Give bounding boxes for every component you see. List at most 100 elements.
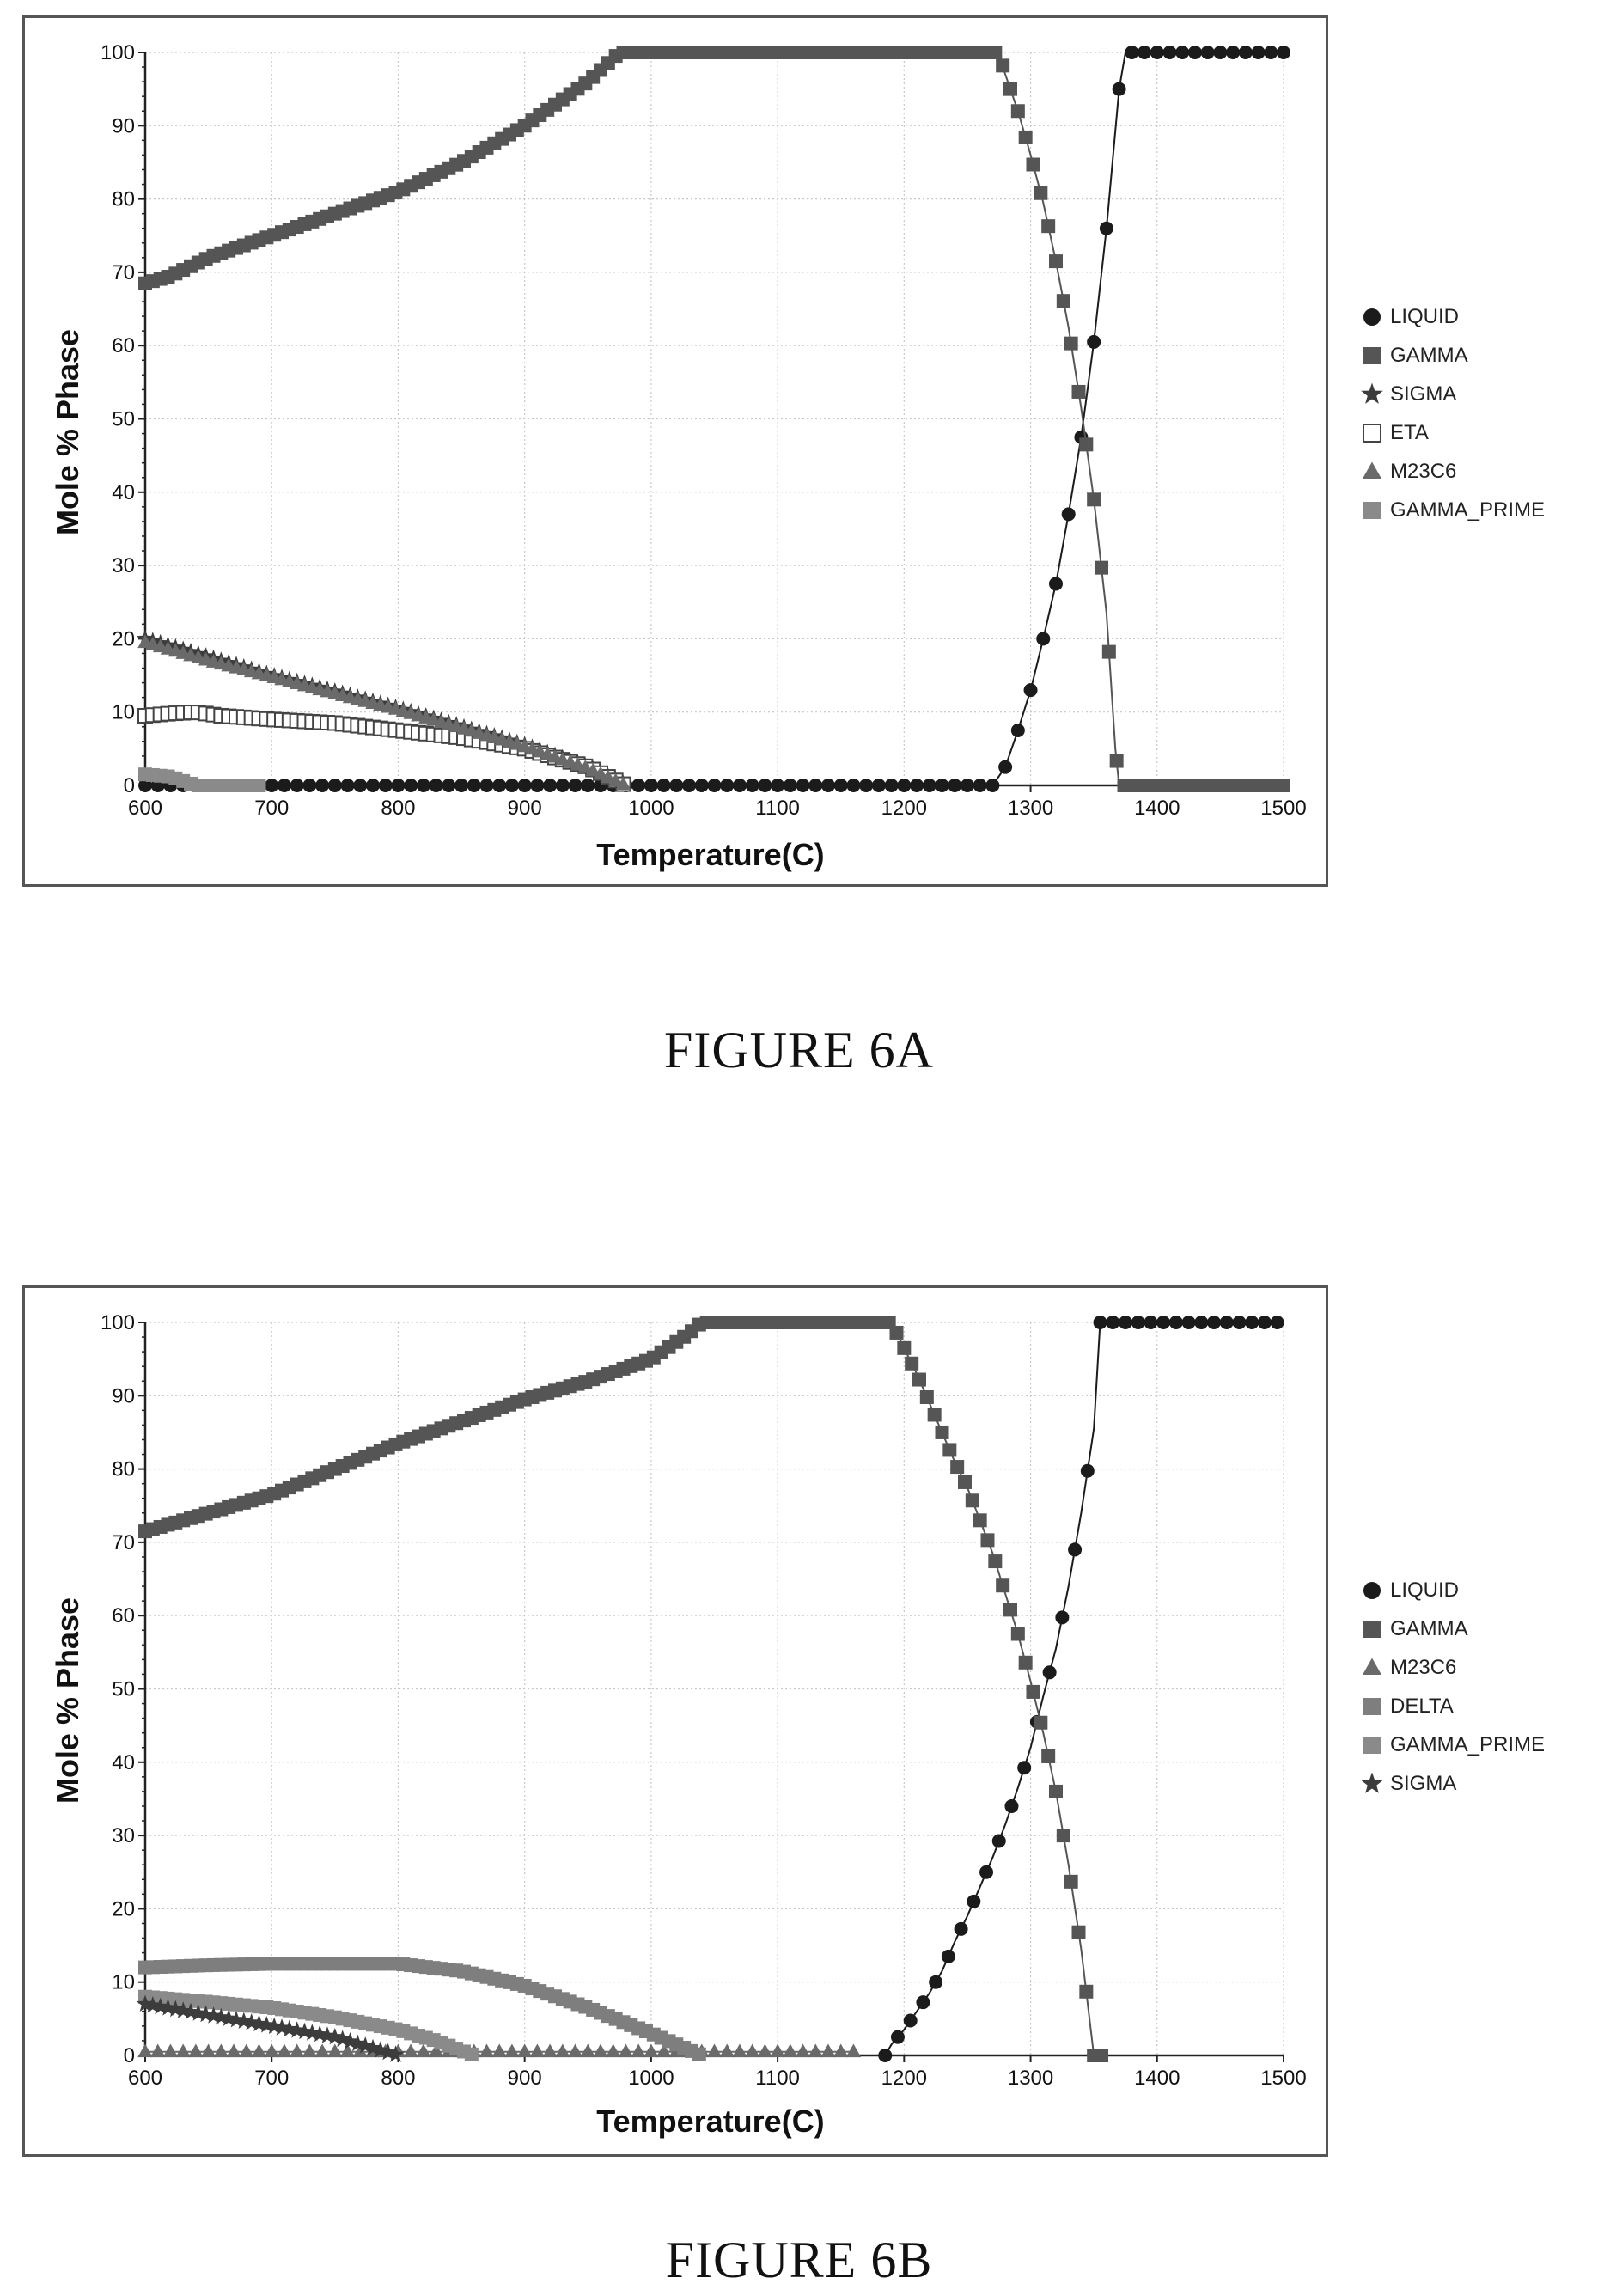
legend-item-sigma: SIGMA bbox=[1359, 1764, 1591, 1803]
data-point bbox=[175, 2043, 191, 2058]
data-point bbox=[948, 779, 962, 792]
data-point bbox=[919, 1390, 934, 1405]
series-m23c6 bbox=[137, 634, 631, 791]
data-point bbox=[1101, 644, 1116, 659]
data-point bbox=[656, 2043, 672, 2058]
data-point bbox=[935, 1425, 949, 1439]
chart-panel-6b: Mole % Phase Temperature(C) 600 700 800 900… bbox=[22, 1285, 1328, 2157]
legend-item-gamma: GAMMA bbox=[1359, 336, 1591, 375]
data-point bbox=[1042, 1665, 1057, 1680]
legend-item-delta: DELTA bbox=[1359, 1687, 1591, 1725]
data-point bbox=[1064, 336, 1078, 351]
data-point bbox=[504, 779, 519, 792]
data-point bbox=[770, 2043, 785, 2058]
data-point bbox=[454, 779, 469, 792]
y-tick-label: 30 bbox=[112, 554, 135, 577]
data-point bbox=[1150, 46, 1164, 59]
data-point bbox=[950, 1460, 965, 1475]
data-point bbox=[467, 779, 481, 792]
data-point bbox=[720, 779, 735, 792]
y-tick-label: 0 bbox=[124, 2044, 135, 2067]
legend-item-m23c6: M23C6 bbox=[1359, 1648, 1591, 1687]
x-tick-label: 1100 bbox=[755, 797, 800, 820]
x-tick-label: 600 bbox=[128, 2067, 162, 2090]
data-point bbox=[264, 2043, 280, 2058]
data-point bbox=[340, 779, 355, 792]
data-point bbox=[429, 779, 443, 792]
data-point bbox=[391, 779, 406, 792]
data-point bbox=[555, 2043, 570, 2058]
data-point bbox=[1061, 507, 1076, 522]
data-point bbox=[927, 1408, 942, 1422]
x-tick-label: 1400 bbox=[1134, 2067, 1180, 2090]
data-point bbox=[200, 2043, 217, 2058]
legend-label: LIQUID bbox=[1390, 304, 1460, 328]
x-tick-label: 1100 bbox=[755, 2067, 800, 2090]
figure-6b-caption: FIGURE 6B bbox=[665, 2232, 933, 2288]
data-point bbox=[973, 779, 987, 792]
data-point bbox=[985, 779, 1000, 792]
data-point bbox=[1003, 1603, 1017, 1617]
legend-marker bbox=[1363, 423, 1381, 443]
data-point bbox=[618, 2043, 634, 2058]
x-tick-label: 800 bbox=[381, 2067, 415, 2090]
legend-label: SIGMA bbox=[1390, 382, 1457, 406]
legend-label: GAMMA bbox=[1390, 343, 1468, 367]
data-point bbox=[1068, 1542, 1083, 1557]
legend-marker bbox=[1363, 501, 1381, 519]
data-point bbox=[846, 779, 861, 792]
data-point bbox=[1026, 157, 1040, 172]
grid-lines bbox=[144, 52, 1284, 786]
data-point bbox=[349, 2034, 367, 2052]
data-point bbox=[504, 2043, 520, 2058]
data-point bbox=[314, 2043, 330, 2058]
data-point bbox=[694, 779, 709, 792]
data-point bbox=[682, 779, 697, 792]
y-tick-label: 40 bbox=[112, 481, 135, 504]
data-point bbox=[808, 2043, 824, 2058]
data-point bbox=[1168, 1316, 1183, 1329]
data-point bbox=[352, 2043, 369, 2058]
y-tick-label: 90 bbox=[112, 114, 135, 137]
y-tick-label: 0 bbox=[124, 774, 135, 797]
data-point bbox=[213, 2043, 229, 2058]
data-point bbox=[1056, 294, 1070, 308]
data-point bbox=[289, 2043, 305, 2058]
data-point bbox=[1034, 186, 1048, 200]
data-point bbox=[517, 779, 532, 792]
data-point bbox=[238, 2043, 254, 2058]
data-point bbox=[757, 2043, 773, 2058]
x-tick-label: 700 bbox=[254, 2067, 289, 2090]
data-point bbox=[162, 2043, 179, 2058]
legend-marker-icon bbox=[1363, 501, 1381, 519]
chart-6b-ylabel: Mole % Phase bbox=[50, 1597, 85, 1804]
data-point bbox=[643, 2043, 659, 2058]
legend-marker bbox=[1361, 1772, 1383, 1793]
legend-marker bbox=[1361, 382, 1383, 404]
data-point bbox=[491, 2043, 508, 2058]
legend-marker-icon bbox=[1363, 346, 1381, 364]
data-point bbox=[771, 779, 785, 792]
data-point bbox=[631, 2043, 646, 2058]
data-point bbox=[942, 1443, 957, 1457]
data-point bbox=[1125, 46, 1139, 59]
data-point bbox=[251, 2043, 267, 2058]
data-point bbox=[479, 2043, 495, 2058]
y-tick-label: 80 bbox=[112, 1458, 135, 1481]
data-point bbox=[910, 779, 924, 792]
data-point bbox=[1277, 46, 1290, 59]
y-tick-label: 100 bbox=[101, 41, 135, 64]
data-point bbox=[1226, 46, 1241, 59]
y-tick-label: 30 bbox=[112, 1824, 135, 1847]
data-point bbox=[1175, 46, 1190, 59]
data-point bbox=[1003, 82, 1017, 96]
data-point bbox=[1049, 254, 1063, 269]
data-point bbox=[967, 1894, 981, 1908]
legend-marker-icon bbox=[1363, 308, 1381, 326]
data-point bbox=[492, 779, 507, 792]
data-point bbox=[719, 2043, 735, 2058]
legend-item-gamma-prime: GAMMA_PRIME bbox=[1359, 1725, 1591, 1764]
data-point bbox=[416, 2043, 431, 2058]
legend-label: GAMMA_PRIME bbox=[1390, 1732, 1546, 1756]
data-point bbox=[530, 779, 545, 792]
